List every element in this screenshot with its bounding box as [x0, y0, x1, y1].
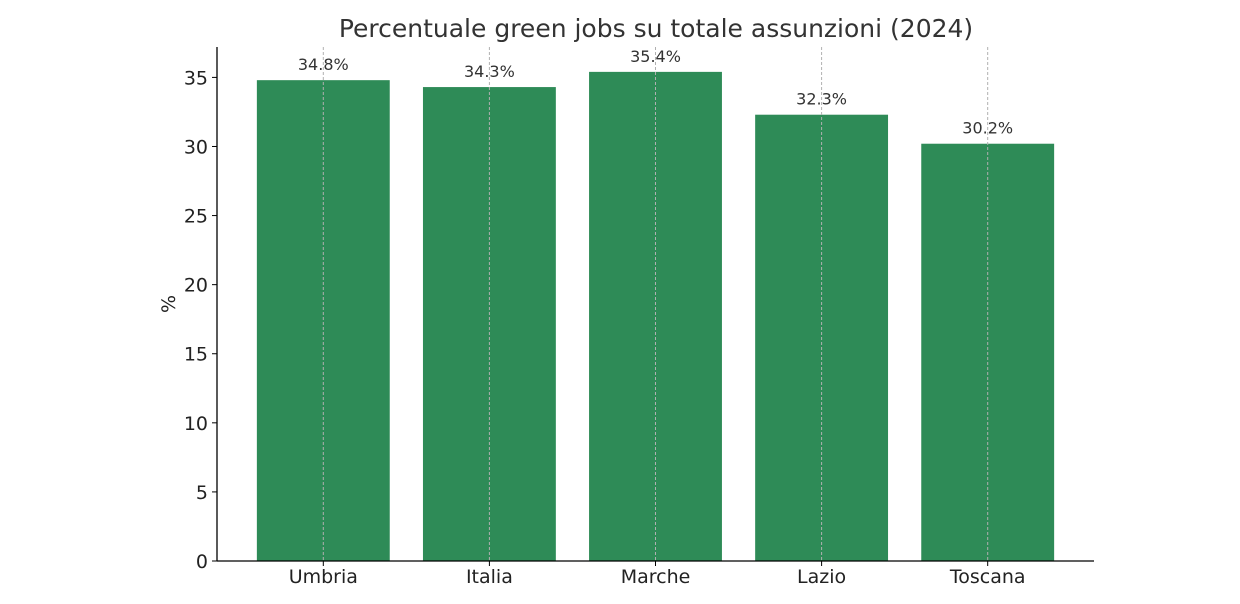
y-tick-label: 35: [184, 67, 208, 89]
y-axis-label: %: [158, 295, 180, 313]
x-tick-label: Italia: [466, 566, 513, 588]
y-tick-label: 25: [184, 206, 208, 228]
data-label: 30.2%: [962, 119, 1013, 138]
x-tick-label: Marche: [621, 566, 691, 588]
data-label: 35.4%: [630, 47, 681, 66]
x-tick-label: Toscana: [949, 566, 1026, 588]
data-label: 34.8%: [298, 55, 349, 74]
x-tick-label: Lazio: [797, 566, 846, 588]
y-tick-label: 5: [196, 482, 208, 504]
data-label: 34.3%: [464, 62, 515, 81]
y-tick-label: 20: [184, 275, 208, 297]
y-tick-label: 30: [184, 136, 208, 158]
x-tick-label: Umbria: [289, 566, 358, 588]
y-tick-label: 0: [196, 551, 208, 573]
y-tick-label: 10: [184, 413, 208, 435]
bar-umbria: [256, 80, 390, 562]
chart-title: Percentuale green jobs su totale assunzi…: [339, 14, 973, 43]
data-label: 32.3%: [796, 90, 847, 109]
y-tick-label: 15: [184, 344, 208, 366]
